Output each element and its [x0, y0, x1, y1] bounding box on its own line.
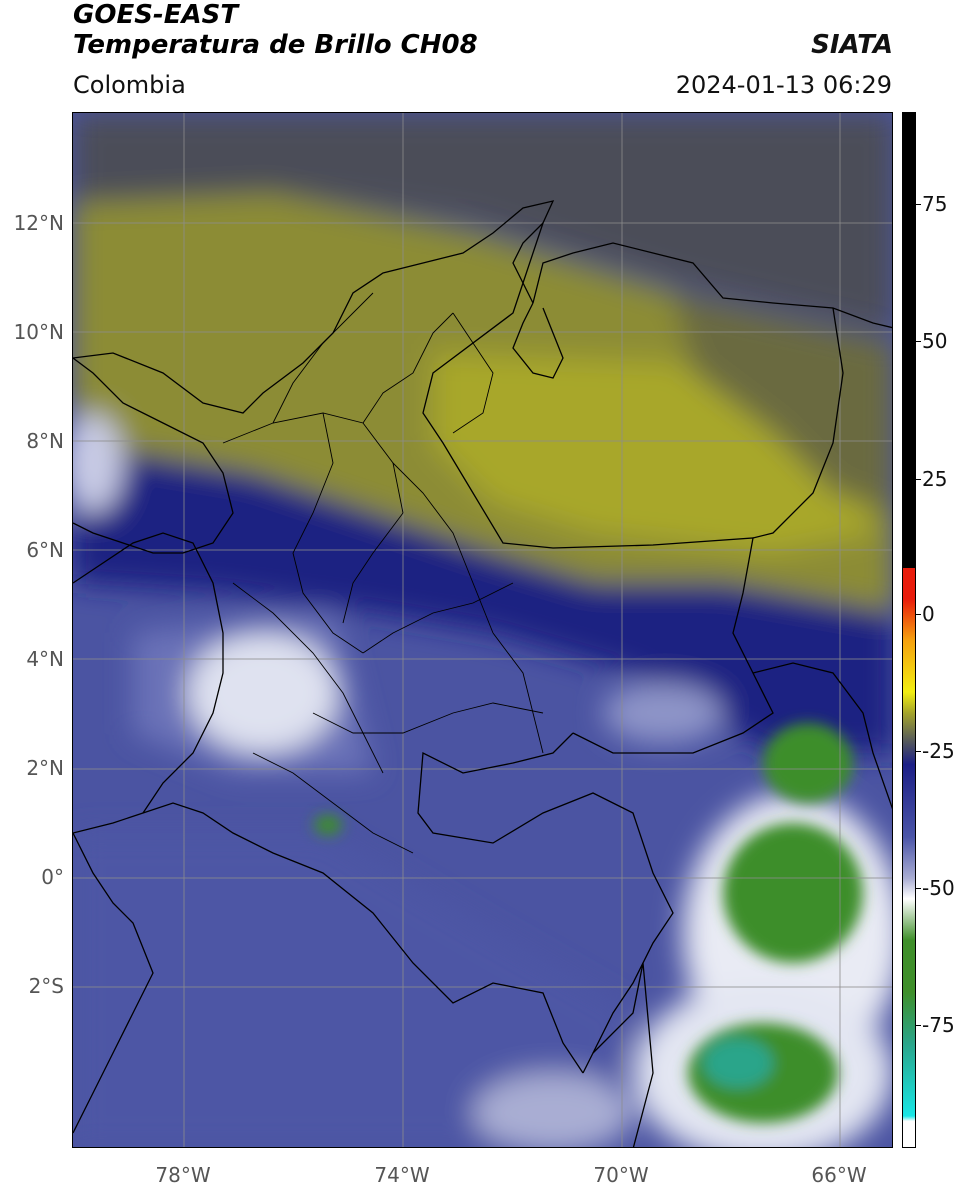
colorbar-tick-neg50 — [915, 888, 921, 889]
panama-coast — [73, 357, 234, 554]
satellite-title: GOES-EAST — [73, 0, 239, 30]
colorbar-label-50: 50 — [922, 329, 948, 353]
venezuela-brazil-border — [752, 662, 892, 810]
lat-label-4n: 4°N — [26, 647, 64, 671]
lat-label-2n: 2°N — [26, 756, 64, 780]
guyana-border — [752, 307, 844, 539]
colombia-venezuela-border — [422, 222, 774, 754]
satellite-map[interactable] — [72, 112, 893, 1148]
colombia-coast-caribbean — [73, 200, 555, 414]
lon-label-66w: 66°W — [811, 1163, 867, 1187]
dept-border-7 — [362, 582, 514, 654]
lat-label-2s: 2°S — [28, 974, 64, 998]
blue-south — [73, 833, 633, 1147]
colorbar-label-neg75: -75 — [922, 1013, 955, 1037]
colorbar-tick-neg75 — [915, 1025, 921, 1026]
graticule — [73, 113, 892, 1147]
maracaibo-lake — [512, 302, 564, 379]
green-core-2 — [723, 823, 863, 963]
white-cloud-e — [603, 683, 723, 743]
lat-label-10n: 10°N — [13, 320, 64, 344]
green-core-1 — [763, 723, 853, 803]
colorbar-label-0: 0 — [922, 602, 935, 626]
colorbar-tick-0 — [915, 614, 921, 615]
dept-border-8 — [312, 702, 544, 734]
ecuador-coast — [73, 832, 154, 1134]
department-borders — [222, 292, 544, 854]
white-cloud-mid — [473, 1073, 633, 1147]
colorbar-label-neg50: -50 — [922, 876, 955, 900]
dept-border-6 — [232, 582, 384, 774]
dept-border-4 — [362, 312, 454, 424]
colorbar-tick-75 — [915, 204, 921, 205]
dept-border-1 — [222, 412, 404, 514]
organization-label: SIATA — [811, 30, 893, 60]
colorbar-tick-neg25 — [915, 751, 921, 752]
olive-dark-right — [673, 293, 892, 513]
map-canvas — [73, 113, 892, 1147]
datetime-label: 2024-01-13 06:29 — [675, 71, 892, 99]
colorbar-label-75: 75 — [922, 192, 948, 216]
green-cores — [314, 723, 863, 1123]
lat-label-6n: 6°N — [26, 538, 64, 562]
country-borders — [73, 200, 892, 1147]
white-cloud-west — [188, 633, 338, 753]
dept-border-11 — [342, 512, 404, 624]
colombia-brazil-border — [417, 732, 674, 1074]
venezuela-coast — [532, 242, 892, 329]
dept-border-2 — [272, 292, 374, 424]
navy-band-2 — [73, 493, 453, 583]
colorbar-tick-50 — [915, 341, 921, 342]
lat-label-8n: 8°N — [26, 429, 64, 453]
colombia-peru-ecuador-border — [73, 802, 584, 1074]
dept-border-12 — [452, 312, 494, 434]
dept-border-9 — [252, 752, 414, 854]
lat-label-0: 0° — [41, 865, 64, 889]
colorbar-label-neg25: -25 — [922, 739, 955, 763]
colorbar — [902, 112, 916, 1148]
lon-label-70w: 70°W — [593, 1163, 649, 1187]
colorbar-label-25: 25 — [922, 467, 948, 491]
cloud-field — [73, 113, 892, 1147]
colorbar-tick-25 — [915, 479, 921, 480]
green-core-5 — [314, 815, 342, 835]
lat-label-12n: 12°N — [13, 211, 64, 235]
peru-brazil-border — [592, 962, 654, 1147]
white-cloud-nw — [73, 413, 123, 513]
pacific-coast — [73, 532, 224, 814]
lon-label-78w: 78°W — [155, 1163, 211, 1187]
dept-border-3 — [292, 412, 364, 654]
product-title: Temperatura de Brillo CH08 — [73, 30, 478, 60]
green-core-4 — [703, 1038, 773, 1088]
dept-border-10 — [492, 632, 544, 754]
region-label: Colombia — [73, 71, 186, 99]
lon-label-74w: 74°W — [374, 1163, 430, 1187]
